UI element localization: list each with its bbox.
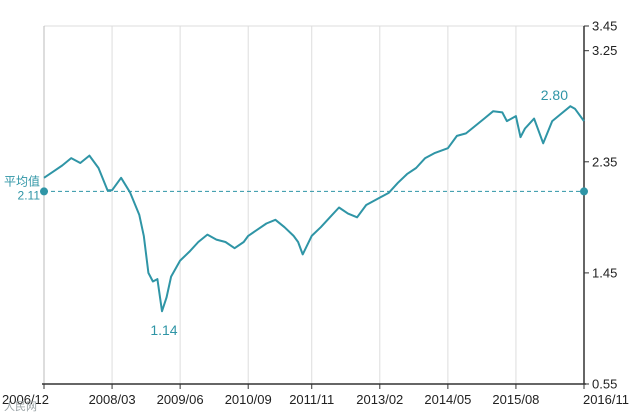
y-tick-label: 2.35	[592, 154, 617, 169]
average-value: 2.11	[18, 188, 41, 202]
annotations: 2.80 1.14	[150, 87, 568, 338]
x-tick-label: 2006/12	[2, 392, 49, 407]
x-tick-label: 2015/08	[492, 392, 539, 407]
axes	[42, 25, 586, 385]
x-axis-ticks: 2006/12 2008/03 2009/06 2010/09 2011/11 2013/…	[2, 384, 629, 407]
x-tick-label: 2010/09	[225, 392, 272, 407]
x-tick-label: 2009/06	[157, 392, 204, 407]
average-label: 平均值	[4, 173, 40, 188]
average-marker-left	[40, 187, 48, 196]
average-marker-right	[580, 187, 588, 196]
annotation-high: 2.80	[541, 87, 568, 103]
y-tick-label: 3.25	[592, 43, 617, 58]
x-tick-label: 2016/11	[583, 392, 629, 407]
x-tick-label: 2008/03	[89, 392, 136, 407]
x-tick-label: 2013/02	[356, 392, 403, 407]
y-tick-label: 3.45	[592, 19, 617, 34]
watermark: 人民网	[4, 400, 37, 413]
annotation-low: 1.14	[150, 322, 177, 338]
y-tick-label: 1.45	[592, 265, 617, 280]
y-tick-label: 0.55	[592, 377, 617, 392]
x-tick-label: 2011/11	[289, 392, 334, 407]
series-line	[43, 105, 585, 313]
average-line-group: 平均值 2.11	[4, 173, 588, 202]
y-axis-ticks: 0.55 1.45 2.35 3.25 3.45	[584, 19, 617, 392]
x-tick-label: 2014/05	[424, 392, 471, 407]
